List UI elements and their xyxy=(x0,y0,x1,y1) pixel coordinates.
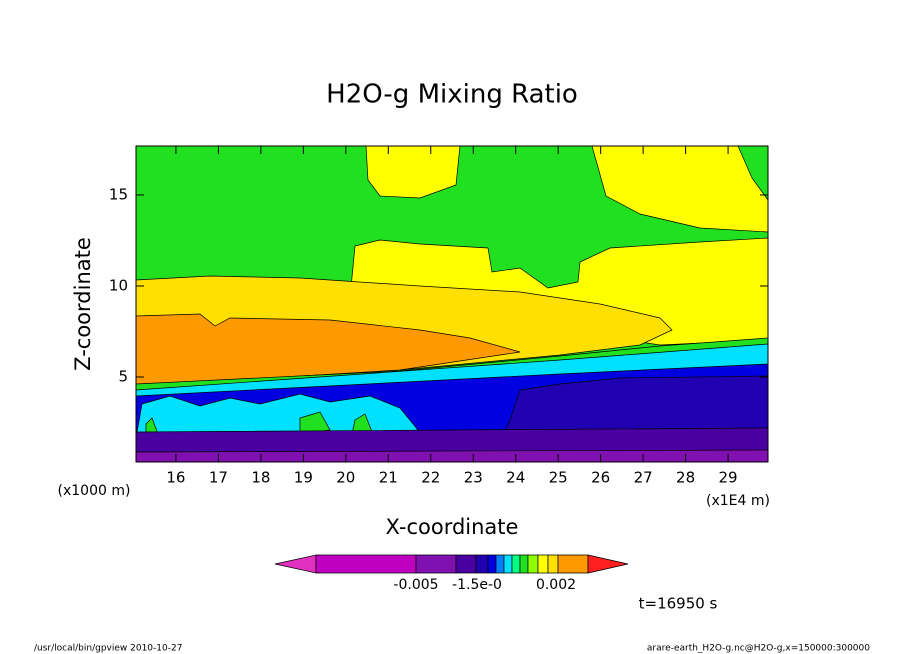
colorbar-segment xyxy=(527,554,539,574)
contour-band xyxy=(365,146,461,199)
contour-band xyxy=(499,375,768,441)
footer-left: /usr/local/bin/gpview 2010-10-27 xyxy=(34,644,182,654)
contour-field xyxy=(136,146,768,462)
x-tick-label: 28 xyxy=(676,469,695,487)
time-annotation: t=16950 s xyxy=(639,595,718,613)
contour-band xyxy=(136,449,768,462)
x-tick-label: 22 xyxy=(421,469,440,487)
colorbar-segment xyxy=(537,554,549,574)
colorbar-segment xyxy=(503,554,513,574)
colorbar-segment xyxy=(274,554,317,574)
y-tick-label: 15 xyxy=(109,185,128,203)
x-unit: (x1E4 m) xyxy=(706,493,770,509)
colorbar-segment xyxy=(455,554,477,574)
x-axis-label: X-coordinate xyxy=(386,515,519,539)
colorbar-segment xyxy=(495,554,505,574)
colorbar-segment xyxy=(547,554,559,574)
x-tick-label: 29 xyxy=(719,469,738,487)
y-tick-label: 5 xyxy=(118,367,128,385)
colorbar-segment xyxy=(487,554,497,574)
x-tick-label: 25 xyxy=(549,469,568,487)
colorbar-segment xyxy=(315,554,417,574)
x-tick-label: 24 xyxy=(506,469,525,487)
x-tick-label: 17 xyxy=(209,469,228,487)
contour-band xyxy=(136,427,768,453)
colorbar-label: -0.005 xyxy=(393,577,438,593)
x-tick-label: 21 xyxy=(379,469,398,487)
x-tick-label: 20 xyxy=(336,469,355,487)
contour-band xyxy=(299,411,331,435)
footer-right: arare-earth_H2O-g.nc@H2O-g,x=150000:3000… xyxy=(647,644,870,654)
x-tick-label: 19 xyxy=(294,469,313,487)
y-unit: (x1000 m) xyxy=(58,483,131,499)
x-tick-label: 23 xyxy=(464,469,483,487)
contour-band xyxy=(136,343,768,399)
colorbar-segment xyxy=(415,554,457,574)
colorbar-segment xyxy=(475,554,489,574)
colorbar-segment xyxy=(587,554,629,574)
colorbar-label: 0.002 xyxy=(536,577,576,593)
x-tick-label: 18 xyxy=(251,469,270,487)
colorbar-segment xyxy=(557,554,589,574)
x-tick-label: 27 xyxy=(634,469,653,487)
x-tick-label: 26 xyxy=(591,469,610,487)
x-tick-label: 16 xyxy=(166,469,185,487)
contour-band xyxy=(591,146,768,233)
colorbar-segment xyxy=(519,554,529,574)
y-tick-label: 10 xyxy=(109,276,128,294)
plot-frame xyxy=(135,145,769,463)
chart-title: H2O-g Mixing Ratio xyxy=(326,80,578,110)
colorbar-segment xyxy=(511,554,521,574)
y-axis-label: Z-coordinate xyxy=(71,237,95,371)
colorbar-label: -1.5e-0 xyxy=(452,577,502,593)
